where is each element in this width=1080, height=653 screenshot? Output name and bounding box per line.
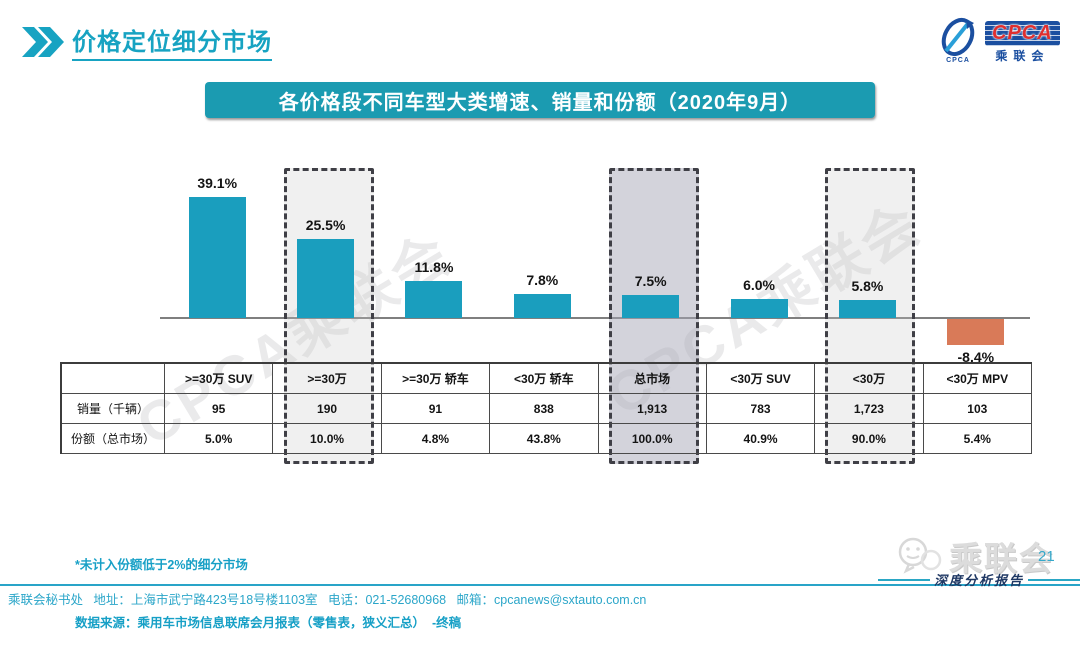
bar-value-label: 11.8%: [414, 259, 454, 276]
cpca-logo-badge: CPCA: [985, 20, 1060, 46]
cpca-logo: CPCA CPCA 乘联会: [935, 16, 1065, 68]
bar->=30万: [297, 238, 355, 318]
bar-value-label: 25.5%: [305, 216, 346, 233]
table-row-header: 销量（千辆）: [62, 394, 165, 424]
table-col-header: <30万 SUV: [706, 364, 816, 394]
chart-data-table: >=30万 SUV >=30万 >=30万 轿车 <30万 轿车 总市场 <30万 SUV…: [60, 362, 1032, 454]
page-number: 21: [1038, 548, 1055, 565]
table-cell: 100.0%: [598, 424, 707, 454]
report-watermark-text: 深度分析报告: [934, 573, 1025, 588]
bar-<30万 SUV: [730, 299, 788, 318]
page-header: 价格定位细分市场: [22, 22, 272, 61]
table-col-header: >=30万: [273, 364, 382, 394]
bar->=30万 SUV: [188, 196, 246, 318]
table-cell: 10.0%: [273, 424, 382, 454]
bar-value-label: -8.4%: [957, 349, 995, 366]
table-cell: 40.9%: [706, 424, 816, 454]
cpca-logo-cn: 乘联会: [995, 48, 1050, 63]
bar->=30万 轿车: [405, 281, 463, 318]
table-corner-cell: [62, 364, 165, 394]
brand-watermark-text: 乘联会: [949, 540, 1054, 577]
zero-axis-line: [160, 317, 1030, 319]
table-col-header: >=30万 轿车: [381, 364, 491, 394]
bar-<30万 轿车: [513, 293, 571, 318]
page-title: 价格定位细分市场: [72, 22, 272, 61]
table-cell: 90.0%: [815, 424, 924, 454]
table-cell: 1,913: [598, 394, 707, 424]
table-cell: 1,723: [815, 394, 924, 424]
table-cell: 91: [381, 394, 491, 424]
table-cell: 95: [165, 394, 274, 424]
bar-value-label: 7.5%: [634, 272, 667, 289]
table-cell: 190: [273, 394, 382, 424]
brand-watermark: 乘联会: [893, 532, 1054, 580]
bar-value-label: 39.1%: [197, 174, 238, 191]
table-col-header: >=30万 SUV: [165, 364, 274, 394]
footer-divider: [0, 584, 1080, 586]
table-col-header: 总市场: [598, 364, 707, 394]
table-col-header: <30万 轿车: [490, 364, 599, 394]
footnote-line1: *未计入份额低于2%的细分市场: [75, 557, 248, 572]
footer-contact-text: 乘联会秘书处 地址：上海市武宁路423号18号楼1103室 电话：021-526…: [8, 593, 647, 607]
bar-chart: CPCA乘联会 CPCA乘联会 39.1% 25.5% 11.8% 7.8% 7.5% 6…: [126, 168, 1030, 464]
wechat-icon: [898, 537, 942, 574]
table-cell: 4.8%: [381, 424, 491, 454]
bar-总市场: [622, 294, 680, 318]
table-col-header: <30万 MPV: [923, 364, 1032, 394]
table-cell: 5.4%: [923, 424, 1032, 454]
chart-title-banner: 各价格段不同车型大类增速、销量和份额（2020年9月）: [205, 82, 875, 118]
table-cell: 43.8%: [490, 424, 599, 454]
double-chevron-icon: [22, 26, 64, 57]
table-cell: 103: [923, 394, 1032, 424]
table-cell: 838: [490, 394, 599, 424]
table-cell: 5.0%: [165, 424, 274, 454]
cpca-logo-swirl-icon: CPCA: [935, 17, 981, 67]
table-row-header: 份额（总市场）: [62, 424, 165, 454]
table-col-header: <30万: [815, 364, 924, 394]
bar-value-label: 7.8%: [526, 271, 559, 288]
bar-value-label: 6.0%: [743, 277, 776, 294]
table-cell: 783: [706, 394, 816, 424]
footnote-line2: 数据来源：乘用车市场信息联席会月报表（零售表，狭义汇总） -终稿: [75, 615, 462, 630]
bar-<30万 MPV: [947, 319, 1005, 346]
report-watermark: 深度分析报告: [878, 570, 1080, 589]
bar-value-label: 5.8%: [851, 278, 884, 295]
chart-title: 各价格段不同车型大类增速、销量和份额（2020年9月）: [278, 91, 802, 114]
bar-<30万: [838, 300, 896, 318]
